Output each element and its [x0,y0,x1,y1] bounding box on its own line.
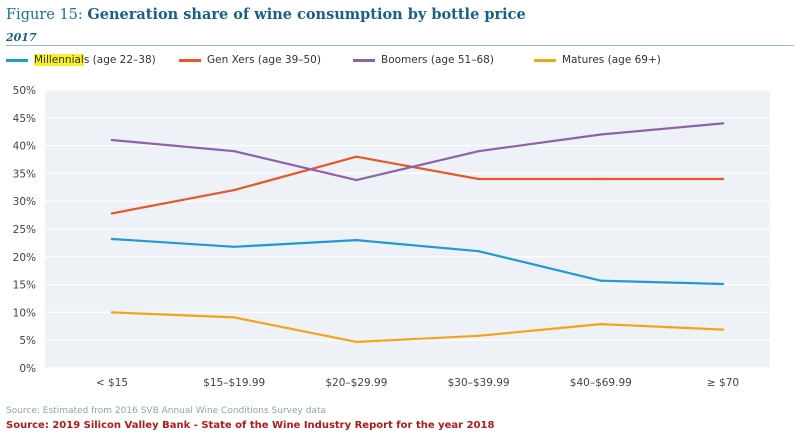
legend-swatch-genx [179,58,201,62]
legend-label-millennials: Millennials (age 22–38) [34,54,156,66]
y-tick-label: 30% [13,196,36,208]
y-tick-label: 45% [13,113,36,125]
legend-item-boomers: Boomers (age 51–68) [353,50,494,70]
legend-swatch-matures [534,58,556,62]
data-point [233,316,236,319]
data-point [355,155,358,158]
legend-swatch-millennials [6,58,28,62]
line-chart: 0% 5% 10% 15% 20% 25% 30% 35% 40% 45% 50% < $15 $15–… [13,85,770,389]
chart-subtitle: 2017 [6,31,37,44]
title-divider [6,45,794,46]
y-tick-label: 0% [19,363,36,375]
x-tick-label: $40–$69.99 [570,377,632,389]
figure-number: Figure 15: [6,7,83,23]
chart-title: Generation share of wine consumption by … [87,6,526,23]
data-point [721,282,725,286]
data-point [110,138,114,142]
data-point [599,177,602,181]
data-point [721,328,725,331]
data-point [355,178,358,182]
source-credit: Source: 2019 Silicon Valley Bank - State… [6,420,495,431]
data-point [477,149,480,153]
y-tick-label: 25% [13,224,36,236]
data-point [110,212,114,215]
data-point [110,237,114,241]
x-tick-label: $20–$29.99 [325,377,387,389]
legend-item-matures: Matures (age 69+) [534,50,661,70]
data-point [355,238,358,242]
figure-title: Figure 15: Generation share of wine cons… [6,6,526,23]
legend-label-matures: Matures (age 69+) [562,54,661,66]
y-tick-label: 35% [13,168,36,180]
x-tick-label: < $15 [96,377,128,389]
data-point [599,133,602,136]
y-tick-label: 15% [13,280,36,292]
data-point [477,250,480,253]
data-point [721,122,725,125]
x-tick-label: $15–$19.99 [203,377,265,389]
data-point [355,340,358,344]
y-tick-label: 10% [13,307,36,319]
x-tick-label: $30–$39.99 [448,377,510,389]
data-point [233,188,236,192]
data-point [599,322,602,326]
legend-item-genx: Gen Xers (age 39–50) [179,50,321,70]
data-point [233,149,236,153]
data-point [599,279,602,282]
chart-legend: Millennials (age 22–38) Gen Xers (age 39… [0,50,800,72]
series-line-1 [111,155,723,215]
source-note: Source: Estimated from 2016 SVB Annual W… [6,406,326,416]
legend-label-genx: Gen Xers (age 39–50) [207,54,321,66]
series-line-3 [111,311,724,343]
series-line-2 [111,122,724,182]
legend-swatch-boomers [353,58,375,62]
y-tick-label: 20% [13,252,36,264]
data-point [110,311,114,314]
data-point [477,177,480,181]
legend-label-boomers: Boomers (age 51–68) [381,54,494,66]
x-tick-label: ≥ $70 [707,377,739,389]
legend-item-millennials: Millennials (age 22–38) [6,50,156,70]
series-line-0 [111,237,724,286]
y-tick-label: 50% [13,85,36,97]
data-point [233,245,236,248]
legend-highlight: Millennial [34,54,84,66]
data-point [721,177,725,181]
y-tick-label: 5% [19,335,36,347]
y-tick-label: 40% [13,141,36,153]
data-point [477,334,480,337]
